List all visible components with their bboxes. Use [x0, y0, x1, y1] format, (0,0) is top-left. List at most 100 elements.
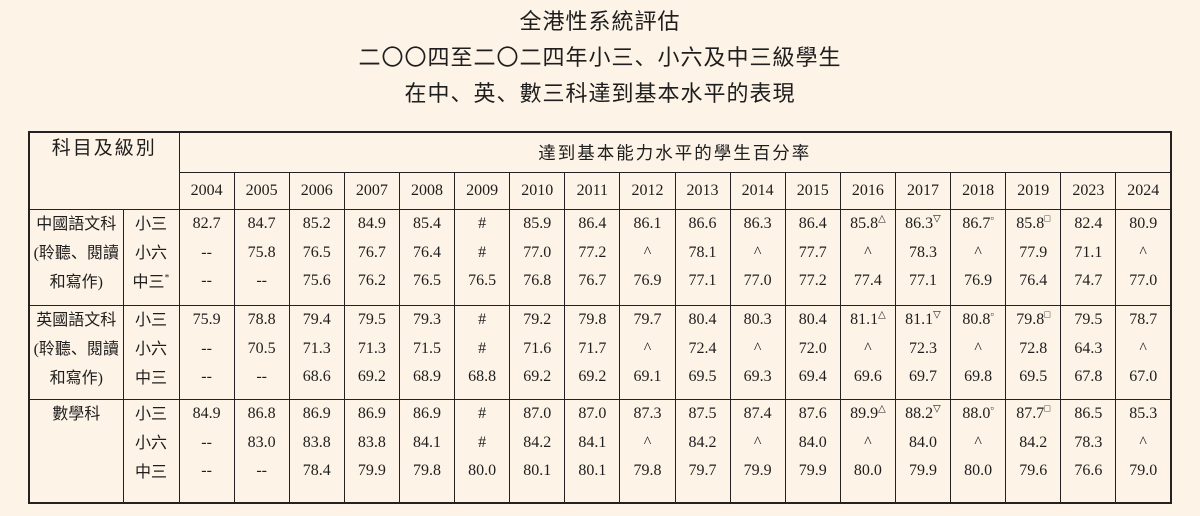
- year-header-2012: 2012: [619, 172, 676, 210]
- value-cell-2014: 80.3 ^ 69.3: [729, 305, 786, 400]
- value-cell-2018: 86.7▫ ^ 76.9: [950, 209, 1007, 306]
- value-cell-2017: 88.2▽ 84.0 79.9: [894, 399, 952, 504]
- cell-line: 76.5: [468, 272, 497, 289]
- cell-line: ^: [643, 243, 652, 261]
- year-header-2017: 2017: [894, 172, 952, 210]
- cell-line: 76.5: [413, 272, 441, 289]
- year-header-2009: 2009: [454, 172, 511, 210]
- cell-line: 85.8△: [850, 213, 886, 232]
- cell-line: 75.6: [302, 272, 331, 289]
- cell-line: 85.8□: [1016, 213, 1051, 232]
- cell-line: 87.0: [523, 405, 552, 422]
- cell-line: 86.1: [633, 215, 662, 232]
- footnote-marker: ▫: [990, 213, 994, 225]
- cell-line: 和寫作): [49, 370, 103, 387]
- value-cell-2009: # #80.0: [454, 399, 511, 504]
- cell-line: 81.1▽: [905, 309, 941, 328]
- value-cell-2010: 87.0 84.2 80.1: [509, 399, 566, 504]
- cell-line: 79.9: [743, 462, 772, 479]
- year-header-2011: 2011: [564, 172, 621, 210]
- cell-line: 72.8: [1019, 339, 1048, 357]
- cell-line: 86.9: [413, 405, 441, 422]
- cell-line: 69.1: [633, 368, 662, 385]
- cell-line: 86.7▫: [962, 213, 994, 232]
- cell-line: ^: [1139, 433, 1147, 451]
- cell-line: 85.9: [523, 215, 552, 232]
- year-header-2015: 2015: [784, 172, 841, 210]
- cell-line: 76.9: [633, 272, 662, 289]
- value-cell-2018: 88.0▫ ^ 80.0: [950, 399, 1007, 504]
- cell-line: 小三: [135, 406, 168, 423]
- cell-line: 小三: [135, 312, 168, 329]
- value-cell-2016: 85.8△ ^ 77.4: [839, 209, 896, 306]
- document-title: 全港性系統評估 二〇〇四至二〇二四年小三、小六及中三級學生 在中、英、數三科達到…: [0, 4, 1200, 112]
- cell-line: 77.1: [688, 272, 717, 289]
- value-cell-2009: # #68.8: [454, 305, 511, 400]
- cell-line: 78.1: [688, 243, 717, 261]
- cell-line: 小六: [135, 341, 168, 358]
- value-cell-2011: 86.4 77.2 76.7: [564, 209, 621, 306]
- cell-line: 69.2: [357, 368, 386, 385]
- year-header-2008: 2008: [398, 172, 456, 210]
- cell-line: 76.7: [578, 272, 607, 289]
- value-cell-2010: 85.9 77.0 76.8: [509, 209, 566, 306]
- cell-line: 69.3: [743, 368, 772, 385]
- cell-line: 72.4: [688, 339, 717, 357]
- cell-line: 79.8□: [1016, 309, 1051, 328]
- cell-line: 86.3: [743, 215, 772, 232]
- footnote-marker: □: [1044, 403, 1051, 415]
- cell-line: 77.9: [1019, 243, 1048, 261]
- footnote-marker: ▫: [990, 309, 994, 321]
- cell-line: ^: [974, 433, 982, 451]
- year-header-2014: 2014: [729, 172, 786, 210]
- cell-line: 76.5: [302, 243, 331, 261]
- cell-line: 69.2: [578, 368, 607, 385]
- cell-line: 77.0: [1129, 272, 1158, 289]
- cell-line: 69.5: [1019, 368, 1048, 385]
- year-header-2006: 2006: [288, 172, 345, 210]
- level-cell: 小三 小六 中三: [122, 305, 180, 400]
- cell-line: 64.3: [1074, 339, 1103, 357]
- cell-line: 78.8: [247, 311, 276, 328]
- cell-line: 88.0▫: [962, 403, 994, 422]
- cell-line: 72.0: [798, 339, 827, 357]
- cell-line: 84.0: [798, 433, 827, 451]
- cell-line: 78.4: [302, 462, 331, 479]
- cell-line: 77.2: [798, 272, 827, 289]
- cell-line: ^: [1139, 339, 1147, 357]
- cell-line: 67.0: [1129, 368, 1158, 385]
- value-cell-2024: 78.7 ^ 67.0: [1115, 305, 1172, 400]
- cell-line: 80.0: [468, 462, 497, 479]
- cell-line: --: [201, 462, 212, 479]
- cell-line: 85.2: [302, 215, 331, 232]
- cell-line: 中三: [135, 370, 168, 387]
- level-cell: 小三 小六 中三: [122, 399, 180, 504]
- footnote-marker: △: [878, 403, 886, 415]
- cell-line: 75.9: [192, 311, 221, 328]
- cell-line: 83.0: [247, 433, 276, 451]
- cell-line: 86.8: [247, 405, 276, 422]
- cell-line: 84.9: [357, 215, 386, 232]
- footnote-marker: □: [1044, 213, 1051, 225]
- value-cell-2014: 86.3 ^ 77.0: [729, 209, 786, 306]
- cell-line: 80.9: [1129, 215, 1158, 232]
- corner-header-subject-level: 科目及級別: [28, 131, 180, 210]
- value-cell-2007: 84.9 76.7 76.2: [343, 209, 400, 306]
- cell-line: 78.7: [1129, 311, 1158, 328]
- cell-line: 79.5: [1074, 311, 1103, 328]
- cell-line: 72.3: [908, 339, 937, 357]
- value-cell-2012: 79.7 ^ 69.1: [619, 305, 676, 400]
- cell-line: 小六: [135, 245, 168, 262]
- title-line-3: 在中、英、數三科達到基本水平的表現: [404, 81, 796, 106]
- cell-line: 82.4: [1074, 215, 1103, 232]
- value-cell-2012: 86.1 ^ 76.9: [619, 209, 676, 306]
- cell-line: 71.6: [523, 339, 552, 357]
- value-cell-2023: 79.5 64.3 67.8: [1060, 305, 1117, 400]
- cell-line: 76.4: [1019, 272, 1048, 289]
- cell-line: 77.1: [908, 272, 937, 289]
- value-cell-2009: # #76.5: [454, 209, 511, 306]
- subject-cell: 中國語文科 (聆聽、閱讀 和寫作): [28, 209, 124, 306]
- cell-line: 75.8: [247, 243, 276, 261]
- cell-line: ^: [753, 243, 762, 261]
- main-header-percentage: 達到基本能力水平的學生百分率: [178, 131, 1172, 173]
